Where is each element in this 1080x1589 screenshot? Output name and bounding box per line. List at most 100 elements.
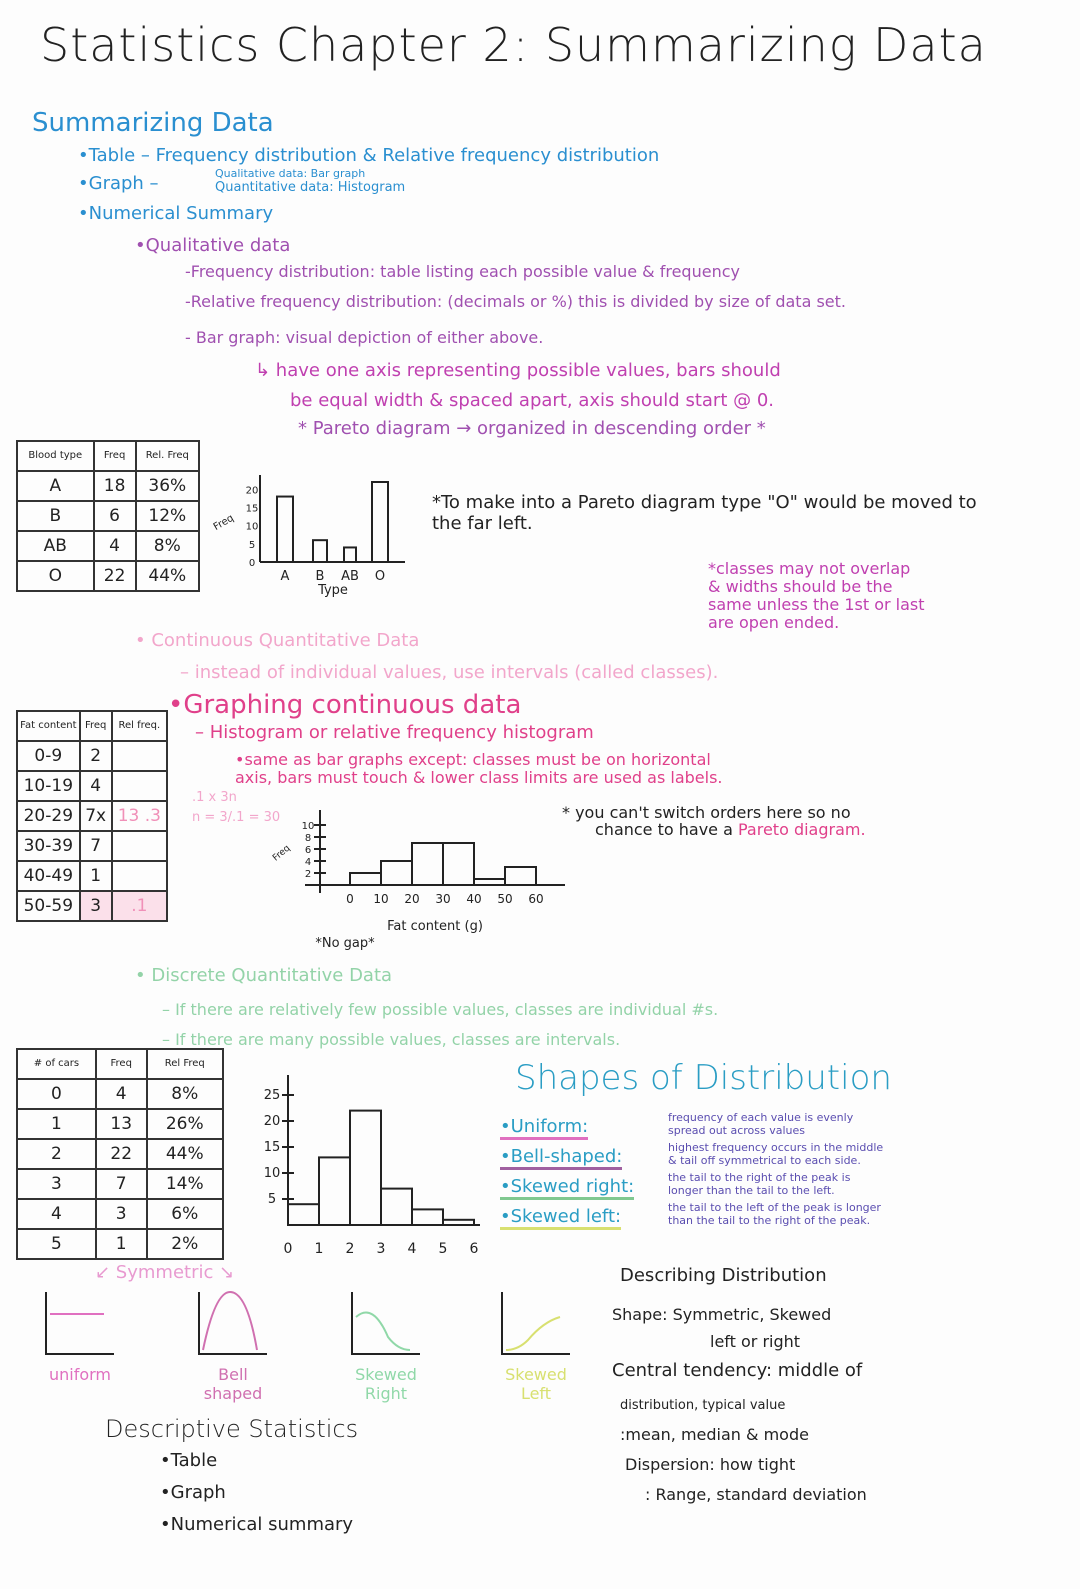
- x-tick-label: 5: [439, 1241, 448, 1257]
- table-cell: 2: [16, 1138, 97, 1170]
- y-axis-label: Freq: [271, 843, 292, 863]
- graph-quantitative: Quantitative data: Histogram: [215, 180, 406, 195]
- table-cell: 14%: [145, 1168, 225, 1200]
- table-cell: 1: [94, 1228, 148, 1260]
- table-cell: 0-9: [16, 740, 81, 772]
- histogram-bar: [380, 1187, 413, 1226]
- table-cell: 4: [78, 770, 113, 802]
- y-tick-label: 15: [264, 1140, 281, 1155]
- y-tick-label: 2: [305, 869, 311, 880]
- sketch-axes: [45, 1292, 114, 1355]
- table-row: AB 4 8%: [16, 530, 201, 562]
- table-row: 4 3 6%: [16, 1198, 225, 1230]
- descriptive-item: •Numerical summary: [160, 1514, 354, 1535]
- table-row: 20-29 7x 13 .3: [16, 800, 169, 832]
- same-as-bar-2: axis, bars must touch & lower class limi…: [235, 768, 723, 787]
- sketch-axes: [351, 1292, 420, 1355]
- shape-line-2: left or right: [710, 1332, 801, 1351]
- histogram-bar: [318, 1156, 351, 1226]
- pareto-term: Pareto diagram.: [738, 820, 866, 839]
- histogram-bar: [349, 872, 382, 886]
- symmetric-label: ↙ Symmetric ↘: [95, 1262, 235, 1283]
- histogram-bar: [504, 866, 537, 886]
- table-row: 30-39 7: [16, 830, 169, 862]
- y-tick-label: 10: [246, 522, 259, 533]
- x-tick-label: 60: [528, 892, 543, 906]
- discrete-heading: • Discrete Quantitative Data: [135, 965, 393, 986]
- x-tick-label: O: [375, 569, 385, 584]
- col-header: Rel. Freq: [134, 440, 201, 472]
- shape-desc-2: spread out across values: [668, 1124, 806, 1137]
- freq-dist-def: -Frequency distribution: table listing e…: [185, 262, 740, 281]
- table-cell: 30-39: [16, 830, 81, 862]
- table-cell: 44%: [134, 560, 201, 592]
- y-tick-label: 8: [305, 833, 311, 844]
- y-tick-label: 5: [249, 540, 255, 551]
- describing-heading: Describing Distribution: [620, 1265, 827, 1286]
- continuous-heading: • Continuous Quantitative Data: [135, 630, 420, 651]
- table-cell: 8%: [145, 1078, 225, 1110]
- col-header: Freq: [92, 440, 137, 472]
- table-cell: 20-29: [16, 800, 81, 832]
- col-header: Blood type: [16, 440, 95, 472]
- descriptive-item: •Graph: [160, 1482, 226, 1503]
- discrete-many: – If there are many possible values, cla…: [162, 1030, 621, 1049]
- shapes-heading: Shapes of Distribution: [515, 1058, 892, 1098]
- x-tick-label: 0: [284, 1241, 293, 1257]
- table-row: A 18 36%: [16, 470, 201, 502]
- y-tick-label: 0: [249, 558, 255, 569]
- table-row: O 22 44%: [16, 560, 201, 592]
- y-tick-label: 20: [264, 1114, 281, 1129]
- x-tick-label: 3: [377, 1241, 386, 1257]
- table-cell: 22: [94, 1138, 148, 1170]
- table-cell: 5: [16, 1228, 97, 1260]
- table-cell: 0: [16, 1078, 97, 1110]
- shape-desc-2: & tail off symmetrical to each side.: [668, 1154, 861, 1167]
- table-cell: 6: [92, 500, 137, 532]
- histogram-bar: [380, 860, 413, 886]
- switch-note-1: * you can't switch orders here so no: [562, 803, 851, 822]
- table-cell: 7: [78, 830, 113, 862]
- descriptive-item: •Table: [160, 1450, 218, 1471]
- col-header: Freq: [78, 710, 113, 742]
- rel-freq-def: -Relative frequency distribution: (decim…: [185, 292, 846, 311]
- table-cell: 4: [92, 530, 137, 562]
- classes-note-line: *classes may not overlap: [708, 559, 911, 578]
- table-cell: 6%: [145, 1198, 225, 1230]
- sketch-label: uniform: [48, 1365, 112, 1384]
- sketch-axes: [198, 1292, 267, 1355]
- table-cell: 13: [94, 1108, 148, 1140]
- table-row: 50-59 3.1: [16, 890, 169, 922]
- sketch-curve: [202, 1290, 258, 1351]
- table-cell: [110, 740, 169, 772]
- sketch-label: Bell shaped: [203, 1365, 263, 1403]
- blood-type-table: Blood type Freq Rel. Freq A 18 36% B 6 12% AB 4 8%…: [16, 440, 201, 592]
- cars-table: # of cars Freq Rel Freq 0 4 8% 1 13 26% 2 22 44% 3 7…: [16, 1048, 225, 1260]
- graph-qualitative: Qualitative data: Bar graph: [215, 167, 366, 180]
- table-cell: 10-19: [16, 770, 81, 802]
- no-gap-note: *No gap*: [315, 936, 375, 951]
- shape-desc-1: frequency of each value is evenly: [668, 1111, 854, 1124]
- switch-note-2: chance to have a Pareto diagram.: [595, 820, 866, 839]
- classes-note-line: same unless the 1st or last: [708, 595, 925, 614]
- sketch-axes: [501, 1292, 570, 1355]
- histogram-bar: [349, 1109, 382, 1226]
- histogram-bar: [411, 842, 444, 886]
- y-tick-label: 10: [302, 821, 315, 832]
- switch-note-text: chance to have a: [595, 820, 733, 839]
- col-header: Freq: [94, 1048, 148, 1080]
- dispersion-line-2: : Range, standard deviation: [645, 1485, 867, 1504]
- x-tick-label: 40: [466, 892, 481, 906]
- x-tick-label: AB: [341, 569, 359, 584]
- table-row: 0-9 2: [16, 740, 169, 772]
- table-cell: 13 .3: [110, 800, 169, 832]
- x-tick-label: 1: [315, 1241, 324, 1257]
- table-row: B 6 12%: [16, 500, 201, 532]
- pareto-note: * Pareto diagram → organized in descendi…: [298, 418, 766, 439]
- y-tick-label: 6: [305, 845, 311, 856]
- same-as-bar-1: •same as bar graphs except: classes must…: [235, 750, 711, 769]
- histogram-bar: [287, 1203, 320, 1226]
- table-cell: 18: [92, 470, 137, 502]
